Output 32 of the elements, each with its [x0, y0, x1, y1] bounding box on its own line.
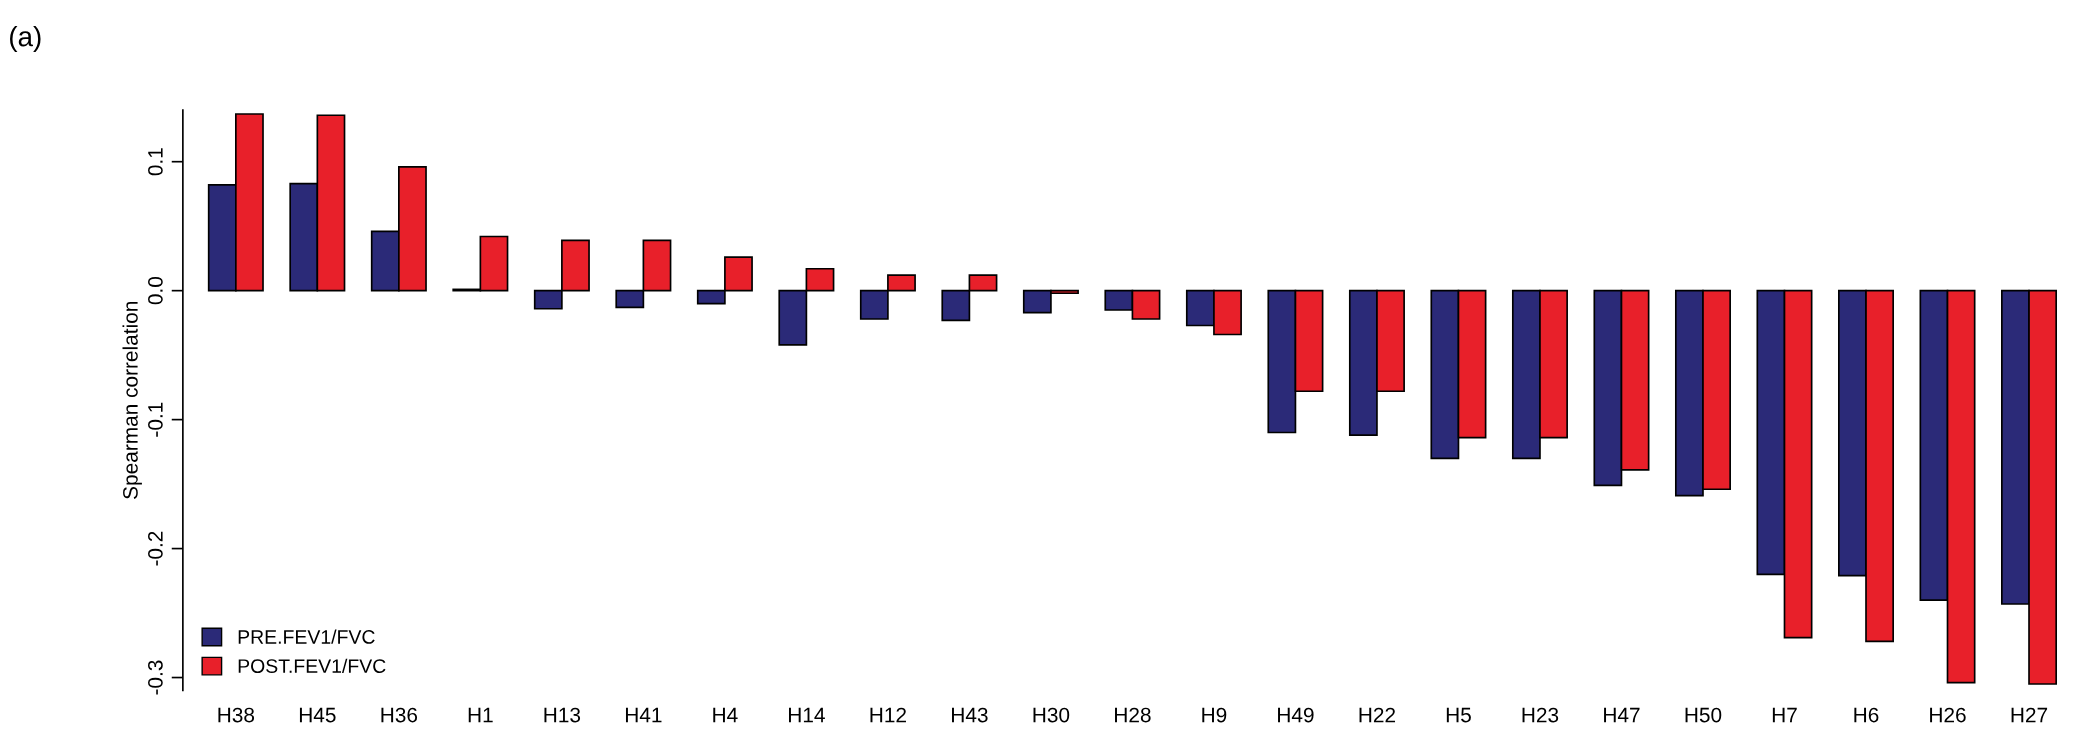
- x-tick-label: H4: [713, 707, 738, 723]
- y-tick-label: -0.2: [148, 531, 163, 566]
- y-tick-label: -0.1: [148, 402, 163, 437]
- legend-label: POST.FEV1/FVC: [238, 658, 386, 673]
- x-tick-label: H1: [468, 707, 493, 723]
- x-tick-label: H28: [1115, 707, 1151, 723]
- chart-title: (a): [10, 26, 41, 52]
- legend-label: PRE.FEV1/FVC: [238, 629, 375, 644]
- x-tick-label: H6: [1854, 707, 1879, 723]
- x-tick-label: H23: [1522, 707, 1559, 723]
- x-tick-label: H26: [1930, 707, 1966, 723]
- x-tick-label: H27: [2011, 707, 2048, 723]
- x-tick-label: H43: [952, 707, 988, 723]
- y-tick-label: -0.3: [148, 660, 163, 695]
- x-tick-label: H9: [1202, 707, 1227, 723]
- x-tick-label: H41: [625, 707, 662, 723]
- y-tick-label: 0.1: [148, 148, 163, 176]
- x-tick-label: H22: [1359, 707, 1396, 723]
- x-tick-label: H5: [1446, 707, 1471, 723]
- x-tick-label: H45: [299, 707, 336, 723]
- x-tick-label: H14: [789, 707, 825, 723]
- x-tick-label: H7: [1772, 707, 1797, 723]
- x-tick-label: H38: [218, 707, 255, 723]
- y-axis-title: Spearman correlation: [122, 302, 142, 499]
- x-tick-label: H49: [1278, 707, 1314, 723]
- x-tick-label: H36: [381, 707, 418, 723]
- x-tick-label: H12: [870, 707, 906, 723]
- x-tick-label: H47: [1604, 707, 1640, 723]
- x-tick-label: H50: [1685, 707, 1722, 723]
- x-tick-label: H30: [1033, 707, 1070, 723]
- y-tick-label: 0.0: [148, 276, 163, 305]
- x-tick-label: H13: [544, 707, 581, 723]
